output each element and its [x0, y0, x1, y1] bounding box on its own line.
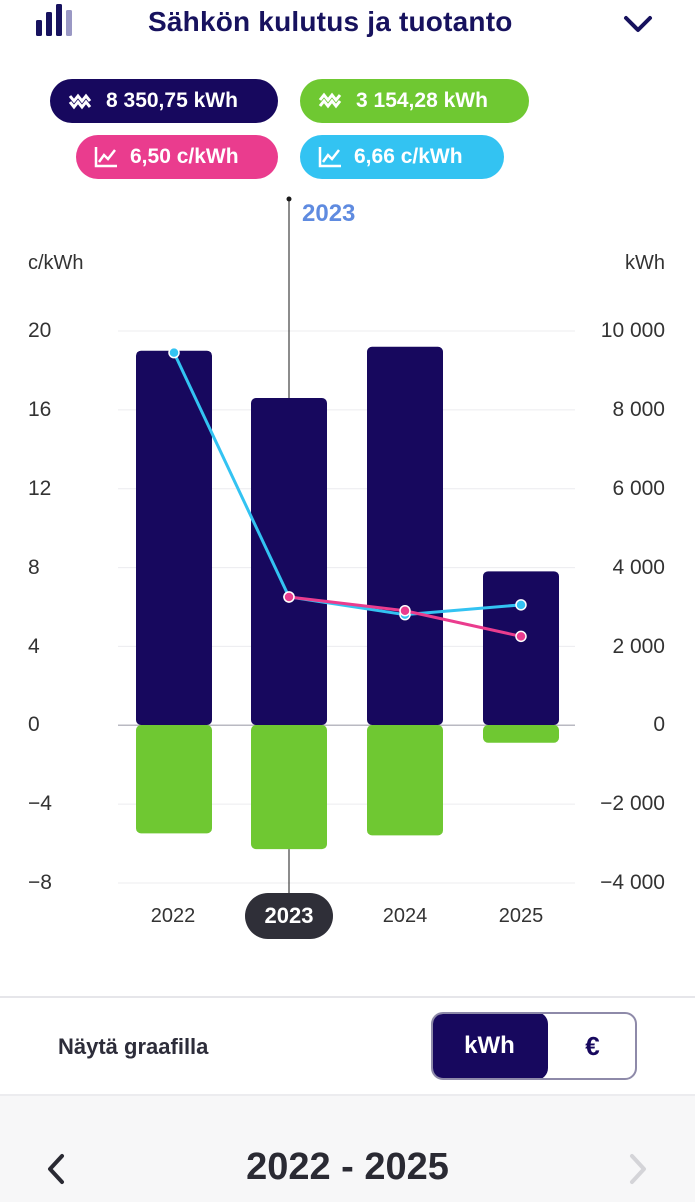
left-tick: 0 — [28, 713, 40, 736]
production-icon — [318, 92, 342, 109]
right-tick: 8 000 — [612, 398, 665, 421]
left-tick: 20 — [28, 319, 52, 342]
consumption-bar — [483, 571, 559, 725]
production-price-pill[interactable]: 6,66 c/kWh — [300, 135, 504, 179]
display-toggle-label: Näytä graafilla — [58, 1034, 209, 1059]
left-tick: −4 — [28, 792, 52, 815]
selection-marker — [286, 196, 292, 202]
consumption-price: 6,50 c/kWh — [130, 145, 239, 168]
selected-year-label: 2023 — [302, 200, 356, 227]
production-bar — [367, 725, 443, 836]
consumption-total-pill[interactable]: 8 350,75 kWh — [50, 79, 278, 123]
right-tick: 2 000 — [612, 635, 665, 658]
production-total-pill[interactable]: 3 154,28 kWh — [300, 79, 529, 123]
line-chart-icon — [318, 147, 341, 168]
x-label-2023-selected[interactable]: 2023 — [245, 893, 333, 939]
consumption-bar — [136, 350, 212, 725]
production-price: 6,66 c/kWh — [354, 145, 463, 168]
toggle-kwh-button[interactable]: kWh — [433, 1014, 548, 1078]
x-label-2022[interactable]: 2022 — [150, 905, 196, 927]
toggle-euro-button[interactable]: € — [585, 1030, 600, 1061]
left-tick: 16 — [28, 398, 52, 421]
left-tick: −8 — [28, 871, 52, 894]
right-tick: 4 000 — [612, 556, 665, 579]
production-bar — [483, 725, 559, 743]
production-bar — [251, 725, 327, 850]
period-panel — [0, 1094, 695, 1202]
header: Sähkön kulutus ja tuotanto — [0, 0, 695, 52]
right-axis-unit: kWh — [625, 252, 665, 274]
consumption-price-point — [515, 630, 527, 643]
right-tick: −4 000 — [600, 871, 665, 894]
consumption-price-pill[interactable]: 6,50 c/kWh — [76, 135, 278, 179]
production-price-point — [515, 599, 527, 611]
consumption-bar — [251, 397, 327, 725]
x-label-2024[interactable]: 2024 — [382, 905, 428, 927]
divider — [0, 996, 695, 998]
chevron-down-icon[interactable] — [622, 10, 654, 43]
bar-chart-icon — [36, 4, 76, 41]
production-price-line — [172, 352, 522, 617]
chevron-right-icon[interactable] — [626, 1152, 650, 1191]
consumption-bar — [367, 346, 443, 725]
right-tick: 10 000 — [600, 319, 665, 342]
left-tick: 12 — [28, 477, 52, 500]
right-tick: −2 000 — [600, 792, 665, 815]
production-bar — [136, 725, 212, 834]
chevron-left-icon[interactable] — [44, 1152, 68, 1191]
line-chart-icon — [94, 147, 117, 168]
period-range: 2022 - 2025 — [246, 1146, 449, 1188]
x-label-2025[interactable]: 2025 — [498, 905, 544, 927]
energy-chart[interactable] — [0, 0, 695, 990]
consumption-price-point — [283, 591, 295, 603]
page-title: Sähkön kulutus ja tuotanto — [148, 6, 513, 37]
production-total: 3 154,28 kWh — [356, 89, 488, 112]
consumption-icon — [68, 93, 92, 110]
unit-toggle[interactable]: kWh € — [431, 1012, 637, 1080]
left-tick: 8 — [28, 556, 40, 579]
right-tick: 6 000 — [612, 477, 665, 500]
left-tick: 4 — [28, 635, 40, 658]
production-price-point — [168, 346, 180, 359]
right-tick: 0 — [653, 713, 665, 736]
left-axis-unit: c/kWh — [28, 252, 84, 274]
consumption-price-point — [399, 604, 411, 617]
consumption-total: 8 350,75 kWh — [106, 89, 238, 112]
